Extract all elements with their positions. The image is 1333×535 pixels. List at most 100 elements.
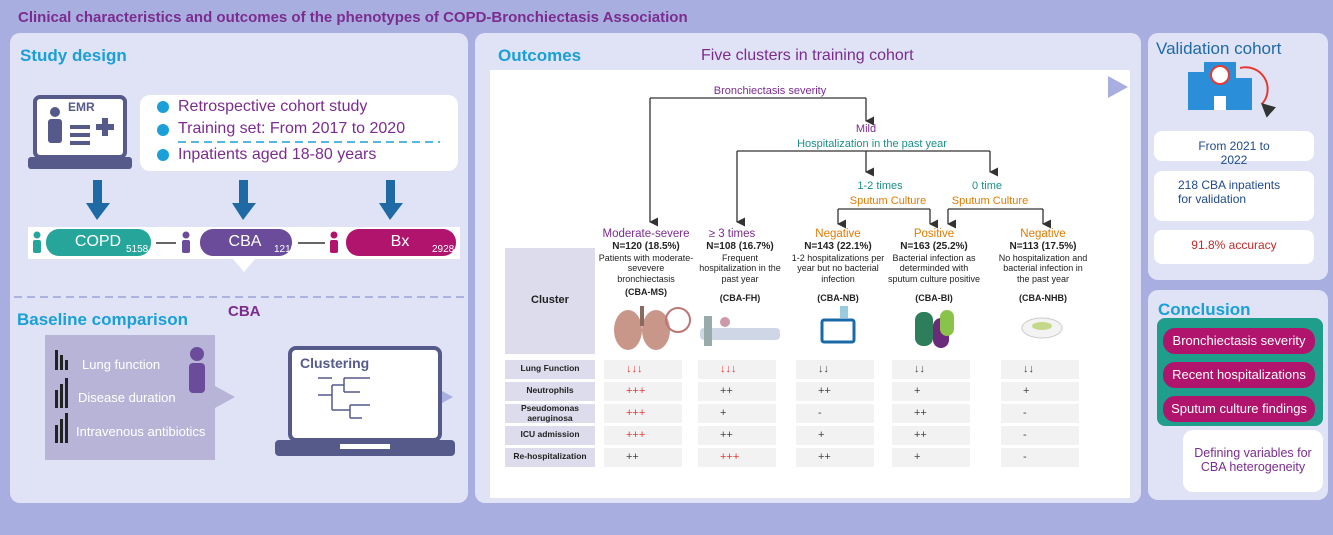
row-label: Neutrophils <box>526 385 574 395</box>
validation-item: 218 CBA inpatients for validation <box>1178 178 1281 206</box>
table-cell <box>604 448 682 467</box>
group-label: CBA <box>228 233 262 250</box>
table-value: ++ <box>914 429 927 441</box>
table-cell <box>698 426 776 445</box>
table-header-cell <box>505 248 595 354</box>
conclusion-note: Defining variables for CBA heterogeneity <box>1194 446 1312 475</box>
group-label: COPD <box>74 233 122 250</box>
table-cell <box>796 360 874 379</box>
table-cell <box>1001 448 1079 467</box>
table-cell <box>1001 404 1079 423</box>
table-value: ↓↓↓ <box>626 363 643 375</box>
group-strip-part <box>46 229 151 256</box>
tree-node: Sputum Culture <box>951 195 1029 207</box>
table-cell <box>1001 382 1079 401</box>
cluster-icons-part <box>820 318 856 344</box>
down-arrows-part <box>386 180 395 205</box>
emr-icon-part <box>70 141 90 145</box>
clustering-laptop-part <box>318 377 370 419</box>
group-strip-part <box>330 231 338 239</box>
tree-node: Hospitalization in the past year <box>797 138 947 150</box>
cluster-icons <box>614 306 1063 350</box>
branch-label: Moderate-severe <box>602 228 690 240</box>
cluster-code: (CBA-NB) <box>817 293 859 303</box>
bullet-box <box>140 95 458 171</box>
group-strip-part <box>330 240 338 253</box>
cluster-icons-part <box>614 310 642 350</box>
section-heading: Validation cohort <box>1156 39 1282 58</box>
section-heading: Baseline comparison <box>17 310 189 329</box>
baseline-box-part <box>190 347 204 361</box>
baseline-box-part-part <box>60 419 63 443</box>
table-value: +++ <box>720 451 740 463</box>
cluster-icons-part <box>700 328 780 340</box>
cluster-icons-part <box>840 306 848 318</box>
cluster-icons-part <box>642 310 670 350</box>
cluster-icons-part <box>720 317 730 327</box>
cluster-description: Frequent hospitalization in the past yea… <box>699 253 781 284</box>
bullet: Retrospective cohort study <box>178 98 368 115</box>
cluster-code: (CBA-BI) <box>915 293 953 303</box>
branch-label: Positive <box>913 228 955 240</box>
row-label-cell <box>505 448 595 467</box>
section-heading: Outcomes <box>498 46 582 65</box>
row-label-cell <box>505 360 595 379</box>
baseline-item: Lung function <box>82 357 161 372</box>
bullet-box-part <box>157 101 169 113</box>
cluster-n: N=143 (22.1%) <box>804 241 872 252</box>
table-cell <box>698 448 776 467</box>
cluster-code: (CBA-MS) <box>625 287 667 297</box>
table-cell <box>604 426 682 445</box>
clustering-laptop-part <box>340 444 390 449</box>
table-value: ++ <box>818 451 831 463</box>
table-cell <box>698 360 776 379</box>
table-value: ↓↓↓ <box>720 363 737 375</box>
conclusion-pill <box>1163 396 1315 422</box>
cluster-description: 1-2 hospitalizations per year but no bac… <box>791 253 885 284</box>
row-label: ICU admission <box>520 429 580 439</box>
table-cell <box>1001 426 1079 445</box>
group-label: Bx <box>390 233 410 250</box>
validation-boxes <box>1154 131 1314 264</box>
baseline-box <box>45 335 215 460</box>
table-value: ++ <box>818 385 831 397</box>
table-value: - <box>1023 429 1027 441</box>
emr-icon-part <box>50 107 60 117</box>
table-cell <box>1001 360 1079 379</box>
panel-arrows-part <box>215 386 235 408</box>
conclusion-boxes-part <box>1183 430 1323 492</box>
down-arrows-part <box>93 180 102 205</box>
group-strip-part <box>346 229 456 256</box>
conclusion-pill <box>1163 328 1315 354</box>
emr-icon-part <box>28 157 132 169</box>
baseline-box-part-part <box>65 360 68 370</box>
table-value: ++ <box>720 385 733 397</box>
cluster-icons-part <box>640 306 644 326</box>
baseline-box-part-part <box>55 350 58 370</box>
emr-icon-part <box>48 119 62 143</box>
cluster-n: N=108 (16.7%) <box>706 241 774 252</box>
table-cell <box>604 404 682 423</box>
table-value: + <box>914 451 921 463</box>
validation-box <box>1154 230 1314 264</box>
validation-item: From 2021 to 2022 <box>1198 139 1270 167</box>
table-cell <box>796 382 874 401</box>
table-cell <box>892 404 970 423</box>
conclusion-boxes <box>1157 318 1323 492</box>
table-value: +++ <box>626 385 646 397</box>
cluster-icons-part <box>1032 322 1052 330</box>
cluster-description: Patients with moderate-sevevere bronchie… <box>598 253 694 284</box>
down-arrows-part <box>86 203 110 220</box>
bullet: Training set: From 2017 to 2020 <box>178 120 406 137</box>
tree-node: 1-2 times <box>857 180 903 192</box>
cluster-icons-part <box>940 310 954 336</box>
group-strip-part <box>33 231 41 239</box>
cluster-description: No hospitalization and bacterial infecti… <box>998 253 1088 284</box>
table-rows <box>505 360 1079 467</box>
table-value: + <box>818 429 825 441</box>
emr-icon-part <box>70 133 90 137</box>
validation-box <box>1154 131 1314 161</box>
row-label-cell <box>505 426 595 445</box>
baseline-box-part-part <box>55 425 58 443</box>
group-count: 5158 <box>126 244 149 255</box>
